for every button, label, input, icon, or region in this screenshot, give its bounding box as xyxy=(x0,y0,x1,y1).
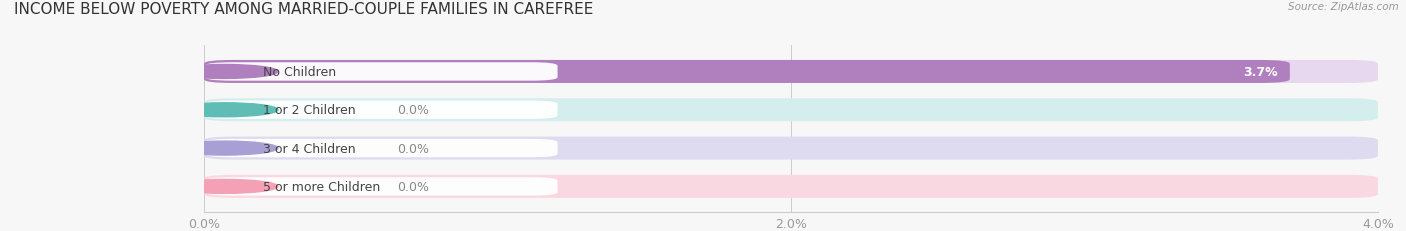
FancyBboxPatch shape xyxy=(205,63,558,81)
Text: 0.0%: 0.0% xyxy=(398,142,430,155)
Text: No Children: No Children xyxy=(263,66,336,79)
Text: 0.0%: 0.0% xyxy=(398,104,430,117)
Text: Source: ZipAtlas.com: Source: ZipAtlas.com xyxy=(1288,2,1399,12)
Text: INCOME BELOW POVERTY AMONG MARRIED-COUPLE FAMILIES IN CAREFREE: INCOME BELOW POVERTY AMONG MARRIED-COUPL… xyxy=(14,2,593,17)
Circle shape xyxy=(172,180,278,194)
Text: 5 or more Children: 5 or more Children xyxy=(263,180,380,193)
Text: 0.0%: 0.0% xyxy=(398,180,430,193)
FancyBboxPatch shape xyxy=(205,101,558,119)
Text: 3 or 4 Children: 3 or 4 Children xyxy=(263,142,356,155)
Circle shape xyxy=(172,65,278,79)
FancyBboxPatch shape xyxy=(204,61,1289,84)
Circle shape xyxy=(172,103,278,117)
Circle shape xyxy=(172,141,278,155)
FancyBboxPatch shape xyxy=(204,99,1378,122)
FancyBboxPatch shape xyxy=(205,177,558,196)
Text: 3.7%: 3.7% xyxy=(1243,66,1278,79)
FancyBboxPatch shape xyxy=(204,137,1378,160)
FancyBboxPatch shape xyxy=(204,175,1378,198)
Text: 1 or 2 Children: 1 or 2 Children xyxy=(263,104,356,117)
FancyBboxPatch shape xyxy=(205,139,558,158)
FancyBboxPatch shape xyxy=(204,61,1378,84)
